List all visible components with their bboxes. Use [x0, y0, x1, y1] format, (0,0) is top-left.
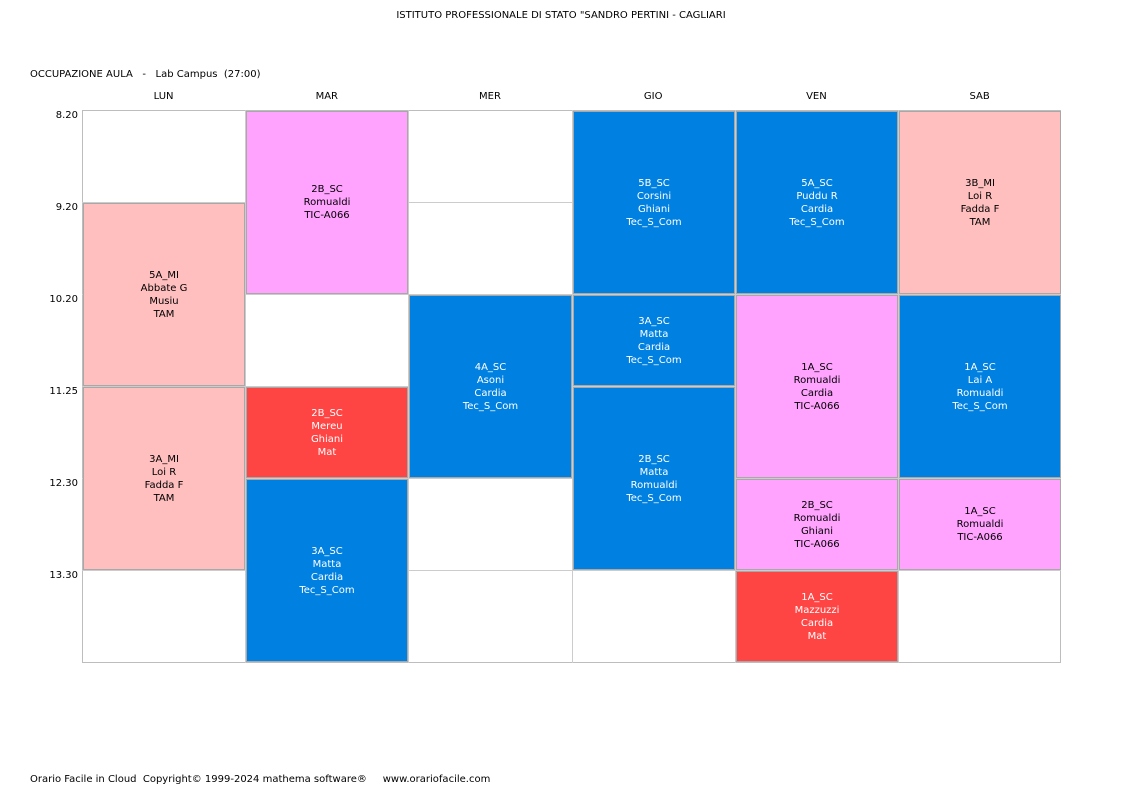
lesson-detail: Corsini [636, 190, 672, 202]
lesson-detail: TIC-A066 [794, 400, 840, 412]
lesson-detail: Romualdi [630, 479, 678, 491]
day-header-lun: LUN [153, 91, 174, 102]
lesson-detail: Cardia [310, 571, 344, 583]
lesson-cell: 5B_SC Corsini Ghiani Tec_S_Com [573, 111, 735, 294]
lesson-class: 5A_SC [801, 177, 833, 189]
lesson-detail: Matta [639, 466, 669, 478]
day-header-sab: SAB [969, 91, 990, 102]
lesson-cell: 3A_SC Matta Cardia Tec_S_Com [573, 295, 735, 386]
lesson-detail: Abbate G [140, 282, 188, 294]
time-label: 13.30 [49, 570, 78, 581]
lesson-class: 3B_MI [965, 177, 995, 189]
lesson-class: 2B_SC [311, 407, 343, 419]
school-title: ISTITUTO PROFESSIONALE DI STATO "SANDRO … [396, 10, 726, 21]
lesson-detail: Cardia [800, 203, 834, 215]
lesson-cell: 3A_SC Matta Cardia Tec_S_Com [246, 479, 408, 662]
lesson-detail: TAM [153, 308, 175, 320]
day-header-gio: GIO [643, 91, 663, 102]
lesson-detail: Loi R [151, 466, 177, 478]
lesson-cell: 5A_SC Puddu R Cardia Tec_S_Com [736, 111, 898, 294]
room-occupancy-title: OCCUPAZIONE AULA - Lab Campus (27:00) [30, 69, 261, 80]
lesson-class: 3A_SC [311, 545, 343, 557]
lesson-detail: TIC-A066 [304, 210, 350, 221]
lesson-cell: 2B_SC Romualdi Ghiani TIC-A066 [736, 479, 898, 570]
lesson-detail: Romualdi [793, 374, 841, 386]
lesson-cell: 3B_MI Loi R Fadda F TAM [899, 111, 1061, 294]
lesson-detail: Puddu R [796, 190, 838, 202]
lesson-cell: 3A_MI Loi R Fadda F TAM [83, 387, 245, 570]
lesson-detail: Romualdi [793, 512, 841, 524]
lesson-cell: 2B_SC Mereu Ghiani Mat [246, 387, 408, 478]
lesson-detail: Cardia [474, 387, 507, 399]
grid-row-divider [82, 202, 1061, 203]
lesson-class: 3A_SC [638, 315, 670, 327]
lesson-class: 1A_SC [964, 361, 996, 373]
lesson-detail: Asoni [476, 374, 505, 386]
lesson-detail: Musiu [149, 295, 179, 307]
lesson-detail: Cardia [637, 341, 671, 353]
lesson-detail: Fadda F [960, 203, 1000, 215]
day-header-mar: MAR [315, 91, 338, 102]
lesson-detail: Matta [639, 328, 669, 340]
lesson-detail: Loi R [967, 190, 993, 202]
lesson-detail: Cardia [800, 387, 834, 399]
lesson-detail: Mat [317, 446, 337, 458]
lesson-cell: 2B_SC Matta Romualdi Tec_S_Com [573, 387, 735, 570]
lesson-class: 1A_SC [801, 591, 833, 603]
lesson-cell: 1A_SC Romualdi Cardia TIC-A066 [736, 295, 898, 478]
lesson-detail: Fadda F [144, 479, 184, 491]
lesson-cell: 1A_SC Romualdi TIC-A066 [899, 479, 1061, 570]
grid-row-divider [82, 294, 1061, 295]
lesson-detail: Ghiani [310, 433, 344, 445]
lesson-detail: TAM [969, 216, 991, 228]
lesson-detail: Tec_S_Com [789, 216, 845, 228]
lesson-detail: Mereu [311, 420, 343, 432]
lesson-class: 1A_SC [964, 506, 996, 517]
lesson-class: 2B_SC [311, 184, 343, 195]
lesson-cell: 1A_SC Lai A Romualdi Tec_S_Com [899, 295, 1061, 478]
lesson-class: 5B_SC [638, 177, 670, 189]
lesson-class: 3A_MI [149, 453, 179, 465]
day-header-ven: VEN [806, 91, 827, 102]
lesson-detail: TAM [153, 492, 175, 504]
lesson-detail: Cardia [800, 617, 834, 629]
lesson-detail: Tec_S_Com [462, 400, 519, 412]
lesson-detail: TIC-A066 [957, 532, 1003, 543]
lesson-class: 2B_SC [801, 499, 833, 511]
footer-copyright: Orario Facile in Cloud Copyright© 1999-2… [30, 774, 491, 785]
lesson-class: 2B_SC [638, 453, 670, 465]
grid-row-divider [82, 570, 1061, 571]
lesson-cell: 4A_SC Asoni Cardia Tec_S_Com [409, 295, 572, 478]
lesson-detail: Lai A [967, 374, 993, 386]
lesson-detail: Romualdi [303, 197, 351, 208]
lesson-detail: Tec_S_Com [626, 492, 682, 504]
lesson-detail: Romualdi [956, 519, 1004, 530]
time-label: 9.20 [55, 202, 78, 213]
lesson-detail: Tec_S_Com [626, 354, 682, 366]
lesson-detail: Ghiani [800, 525, 834, 537]
grid-row-divider [82, 478, 1061, 479]
lesson-detail: Mat [807, 630, 827, 642]
time-label: 10.20 [49, 294, 78, 305]
lesson-detail: Tec_S_Com [626, 216, 682, 228]
day-header-mer: MER [479, 91, 501, 102]
time-label: 12.30 [49, 478, 78, 489]
lesson-detail: Matta [312, 558, 342, 570]
lesson-detail: Tec_S_Com [952, 400, 1008, 412]
lesson-cell: 5A_MI Abbate G Musiu TAM [83, 203, 245, 386]
lesson-class: 5A_MI [149, 269, 179, 281]
lesson-detail: Romualdi [956, 387, 1004, 399]
time-label: 11.25 [49, 386, 78, 397]
lesson-detail: Ghiani [637, 203, 671, 215]
lesson-detail: Mazzuzzi [794, 604, 840, 616]
lesson-cell: 2B_SC Romualdi TIC-A066 [246, 111, 408, 294]
lesson-detail: Tec_S_Com [299, 584, 355, 596]
time-label: 8.20 [55, 110, 78, 121]
lesson-class: 1A_SC [801, 361, 833, 373]
lesson-detail: TIC-A066 [794, 538, 840, 550]
lesson-class: 4A_SC [474, 361, 507, 373]
lesson-cell: 1A_SC Mazzuzzi Cardia Mat [736, 571, 898, 662]
